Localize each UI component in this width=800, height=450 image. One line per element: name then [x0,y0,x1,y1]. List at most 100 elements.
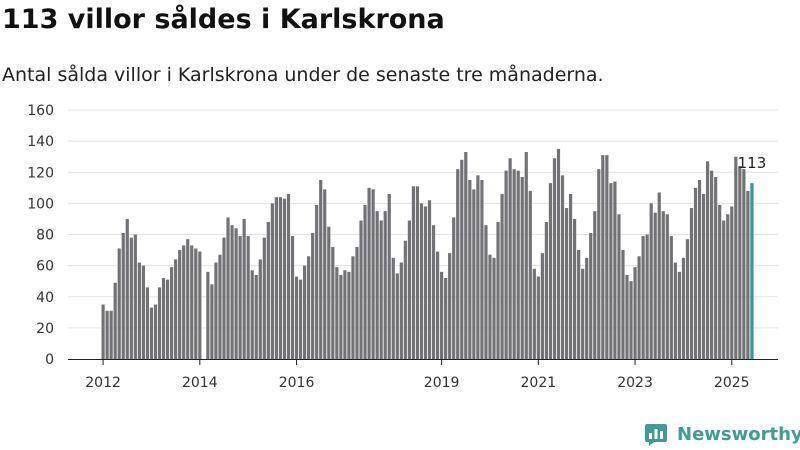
bar [335,267,339,359]
brand-name: Newsworthy [677,423,800,445]
bar [105,310,109,359]
bar [710,170,714,359]
bar [307,256,311,359]
bar [109,310,113,359]
bar [701,194,706,359]
bar [742,169,746,359]
bar [403,240,407,359]
bar [303,265,307,360]
bar [242,218,246,359]
bar [460,159,464,359]
bar [573,218,577,359]
bar [601,155,605,359]
bar [633,267,637,359]
x-tick-label: 2016 [279,375,315,391]
bar [230,225,234,359]
bar [290,236,295,359]
bar [621,250,625,359]
bar [407,220,411,359]
bar [323,189,327,359]
bar [411,186,416,359]
bar [613,181,617,359]
bar [351,256,355,359]
bar [685,239,690,359]
bar [182,245,186,359]
bar [528,190,532,359]
bar [653,212,657,359]
bar [355,246,359,359]
bar [210,284,214,359]
newsworthy-logo-icon [645,424,667,446]
bar [637,256,641,359]
bar [298,279,303,359]
bar [609,183,613,359]
bar [697,180,702,359]
bar [706,161,710,359]
bar [597,169,601,359]
bar [178,250,182,359]
bar [371,189,375,359]
bar [452,217,456,359]
bar [117,248,121,359]
bar [693,187,698,359]
bar [121,232,125,359]
bar [718,204,722,359]
y-tick-label: 20 [36,321,54,337]
bar [552,158,557,359]
latest-value-label: 113 [738,154,767,172]
bar [577,250,581,359]
x-tick-label: 2025 [714,375,750,391]
bar [226,217,230,359]
bar [250,270,254,359]
bar [153,304,158,359]
bar [484,225,488,359]
brand-logo: Newsworthy [644,420,800,448]
bar [206,271,210,359]
bar [286,194,291,359]
bar [246,236,250,359]
bar [472,189,476,359]
bar [270,203,274,360]
bar [101,304,105,359]
bar [556,148,561,359]
bar [391,257,395,359]
bar [520,176,524,359]
y-tick-label: 60 [36,259,54,275]
bar [222,237,226,359]
bar [746,190,750,359]
bar [254,274,258,359]
bar [661,211,665,359]
bar [516,170,520,359]
bar [161,278,166,359]
bar [496,222,500,359]
bar [278,197,283,359]
bar [133,234,137,359]
bar-latest [750,183,754,359]
x-tick-label: 2012 [85,375,121,391]
bar [331,246,335,359]
bar [544,222,548,359]
bar [423,206,428,359]
bar [689,208,694,359]
bar [165,279,170,359]
bar [327,226,331,359]
y-tick-label: 0 [45,352,54,368]
bar [315,204,319,359]
bar [375,211,379,359]
bar [347,271,351,359]
bar [448,253,452,359]
bar [262,237,266,359]
bar [488,254,492,359]
bar [359,220,363,359]
bar [190,245,194,359]
bar [113,282,117,359]
bar [560,175,565,359]
x-tick-label: 2021 [521,375,557,391]
bar [532,268,536,359]
x-tick-label: 2023 [617,375,653,391]
bar [581,268,585,359]
bar [170,267,174,359]
bar [339,274,343,359]
bar [605,155,609,359]
bar [548,183,553,359]
